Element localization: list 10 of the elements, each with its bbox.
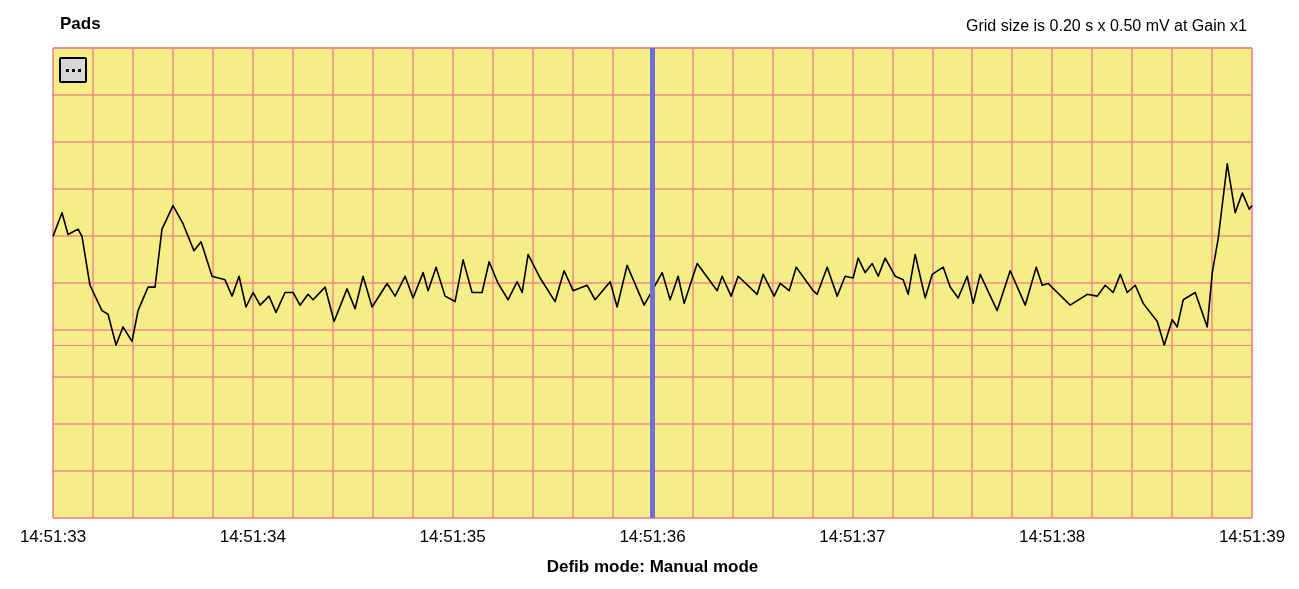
x-tick-label: 14:51:34 xyxy=(219,527,286,546)
chart-subtitle: Grid size is 0.20 s x 0.50 mV at Gain x1 xyxy=(965,16,1248,34)
x-tick-label: 14:51:39 xyxy=(1218,527,1286,546)
x-axis-title: Defib mode: Manual mode xyxy=(546,557,759,576)
x-tick-label: 14:51:37 xyxy=(819,527,886,546)
x-tick-label: 14:51:33 xyxy=(19,527,87,546)
x-tick-label: 14:51:38 xyxy=(1019,527,1086,546)
x-tick-label: 14:51:35 xyxy=(419,527,486,546)
x-tick-label: 14:51:36 xyxy=(619,527,686,546)
chart-title: Pads xyxy=(60,14,101,33)
